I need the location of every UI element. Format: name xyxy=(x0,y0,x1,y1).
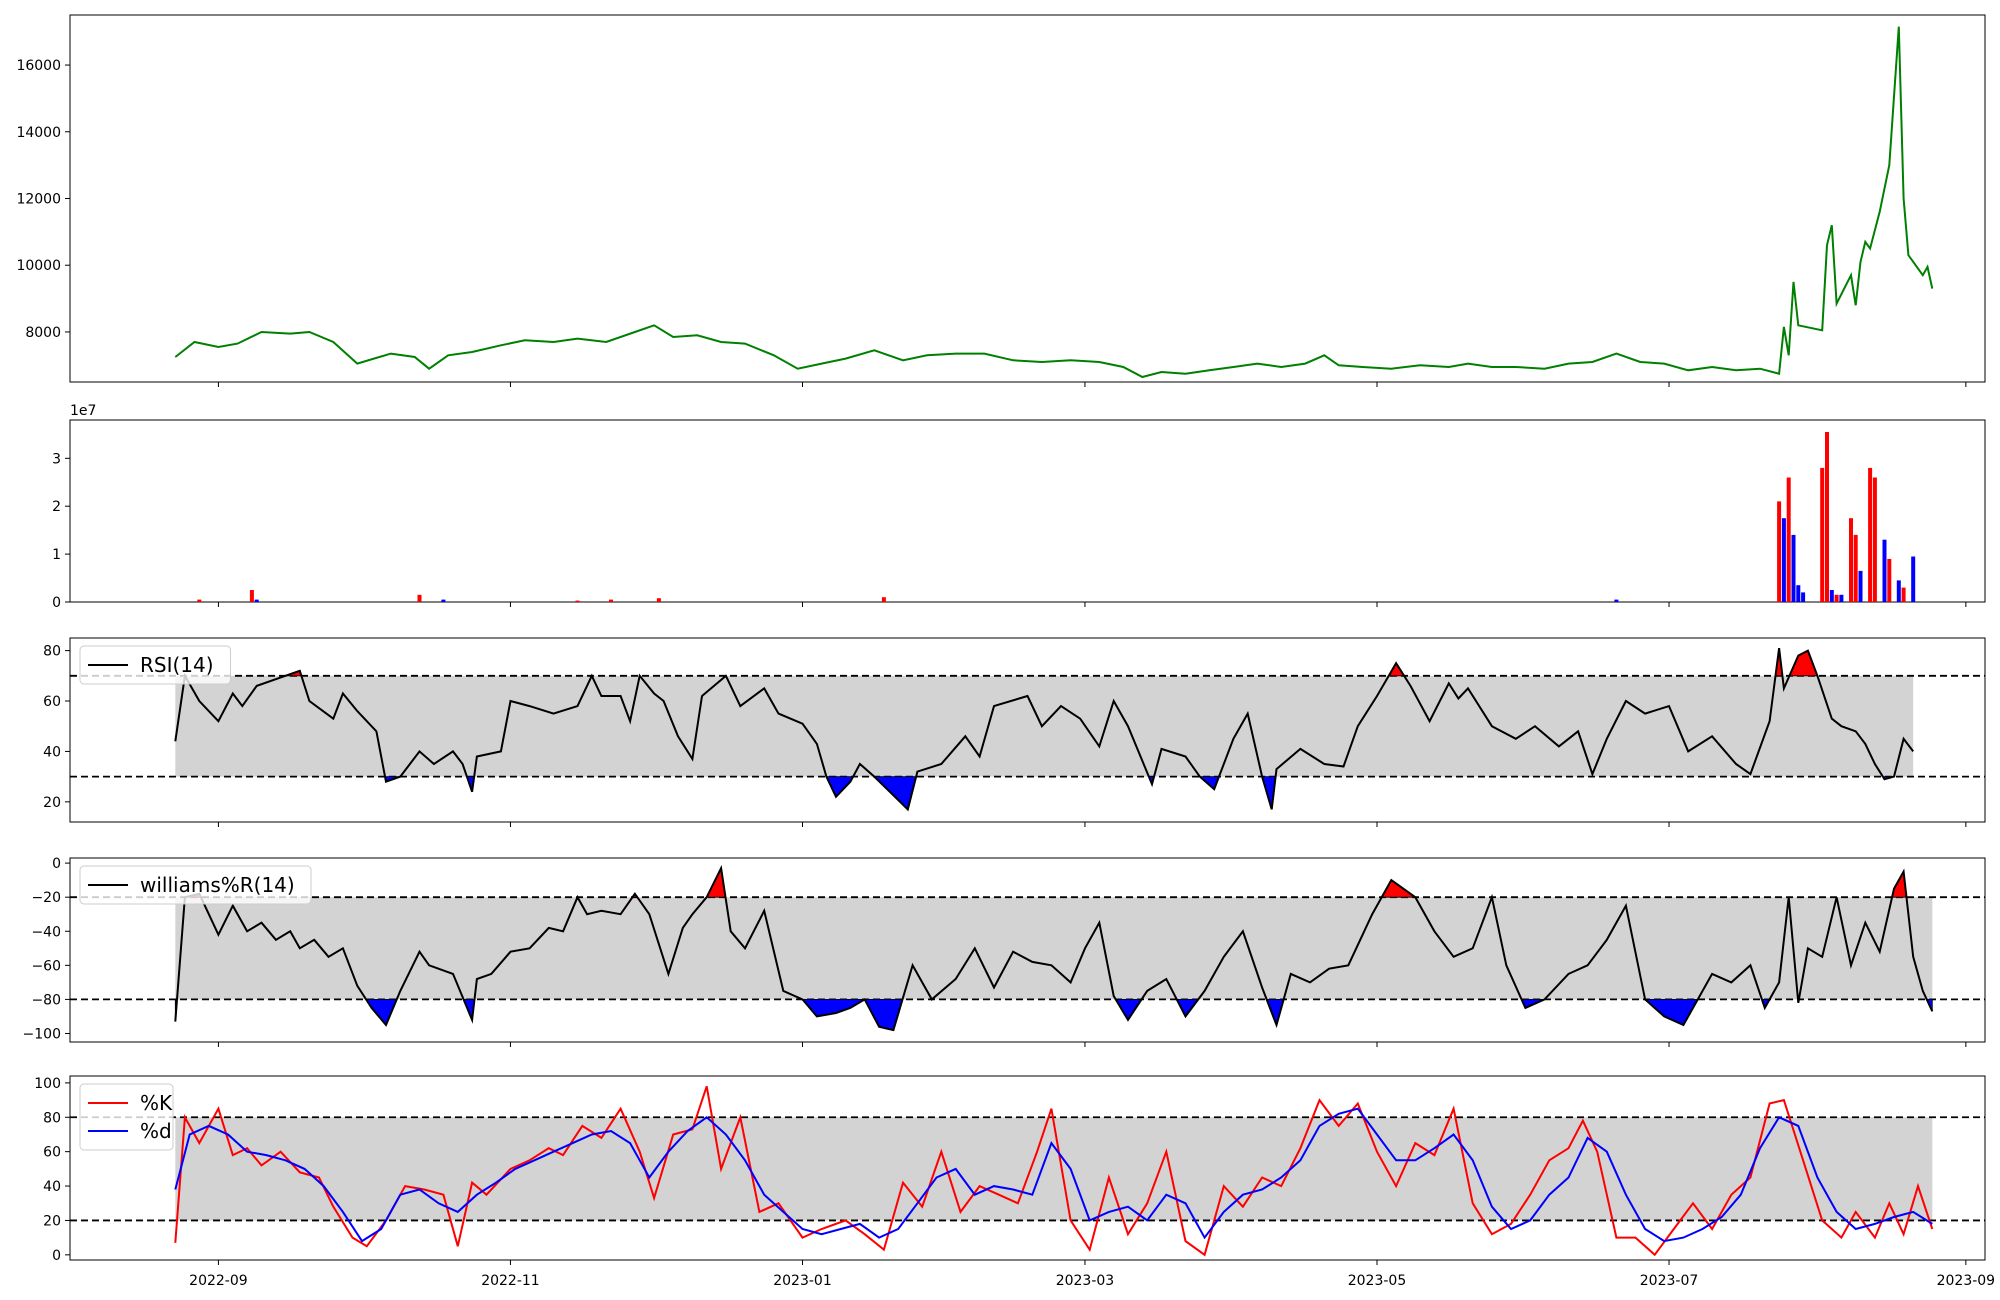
volume-bar xyxy=(1834,594,1839,602)
y-tick-label: 40 xyxy=(43,744,61,760)
volume-bar xyxy=(1858,570,1863,602)
x-tick-label: 2022-09 xyxy=(189,1273,248,1289)
volume-bar xyxy=(1887,558,1892,602)
x-tick-label: 2023-05 xyxy=(1348,1273,1407,1289)
y-tick-label: 100 xyxy=(34,1076,61,1092)
volume-scale-offset: 1e7 xyxy=(70,403,96,419)
y-tick-label: −100 xyxy=(23,1026,61,1042)
volume-bar xyxy=(1781,518,1786,602)
y-tick-label: −60 xyxy=(31,958,61,974)
legend-label: %d xyxy=(140,1119,172,1143)
williams-legend xyxy=(79,865,312,905)
y-tick-label: 10000 xyxy=(16,258,61,274)
x-tick-label: 2023-03 xyxy=(1056,1273,1115,1289)
y-tick-label: −40 xyxy=(31,924,61,940)
volume-bar xyxy=(1791,534,1796,602)
volume-bar xyxy=(609,599,613,602)
volume-bar xyxy=(1911,556,1916,602)
neutral-band xyxy=(175,897,1933,1000)
williams-panel: 0 −20 −40 −60 −80 −100 williams%R(14) xyxy=(23,856,1986,1047)
legend-label: %K xyxy=(140,1091,173,1115)
y-tick-label: 2 xyxy=(52,499,61,515)
volume-bar xyxy=(1829,590,1834,602)
volume-bar xyxy=(1868,467,1873,602)
series-line xyxy=(174,1107,1933,1243)
volume-bar xyxy=(1786,477,1791,602)
legend-label: williams%R(14) xyxy=(140,873,295,897)
axes-frame xyxy=(69,857,1986,1043)
volume-bar xyxy=(1825,432,1829,602)
stochastic-panel: 0 20 40 60 80 100 2022-09 2022-11 2023-01 2023-03… xyxy=(34,1075,1996,1289)
volume-bar xyxy=(254,599,259,602)
y-tick-label: 20 xyxy=(43,1213,61,1229)
volume-bar xyxy=(656,598,661,602)
volume-bar xyxy=(1901,587,1906,602)
volume-bar xyxy=(1853,534,1858,602)
volume-bar xyxy=(1849,518,1853,602)
y-tick-label: 0 xyxy=(52,595,61,611)
volume-bar xyxy=(1896,580,1901,602)
volume-bar xyxy=(1872,477,1877,602)
series-line xyxy=(174,1085,1934,1257)
series-line xyxy=(174,647,1914,812)
y-tick-label: 14000 xyxy=(16,125,61,141)
y-tick-label: −80 xyxy=(31,992,61,1008)
legend-label: RSI(14) xyxy=(140,653,214,677)
x-tick-label: 2022-11 xyxy=(481,1273,540,1289)
rsi-legend xyxy=(79,645,231,685)
volume-bar xyxy=(1796,585,1801,602)
x-tick-label: 2023-01 xyxy=(773,1273,832,1289)
volume-bar xyxy=(249,590,254,602)
volume-bar xyxy=(1801,592,1806,602)
volume-bar xyxy=(575,600,580,602)
axes-frame xyxy=(69,419,1986,603)
volume-bar xyxy=(417,594,422,602)
series-line xyxy=(174,864,1934,1032)
y-tick-label: 80 xyxy=(43,644,61,660)
x-tick-label: 2023-09 xyxy=(1937,1273,1996,1289)
y-tick-label: 8000 xyxy=(25,325,61,341)
price-panel: 8000 10000 12000 14000 16000 xyxy=(16,14,1986,387)
price-line xyxy=(174,26,1934,379)
volume-bar xyxy=(197,599,202,602)
volume-panel: 0 1 2 3 1e7 xyxy=(52,403,1986,611)
volume-bar xyxy=(1820,467,1825,602)
x-tick-label: 2023-07 xyxy=(1640,1273,1699,1289)
axes-frame xyxy=(69,637,1986,823)
y-tick-label: 40 xyxy=(43,1179,61,1195)
y-tick-label: 60 xyxy=(43,1145,61,1161)
y-tick-label: 1 xyxy=(52,547,61,563)
y-tick-label: 20 xyxy=(43,795,61,811)
volume-bar xyxy=(1839,594,1844,602)
neutral-band xyxy=(175,1117,1933,1221)
y-tick-label: 0 xyxy=(52,856,61,872)
volume-bar xyxy=(1882,539,1887,602)
volume-bar xyxy=(1614,599,1619,602)
y-tick-label: 3 xyxy=(52,451,61,467)
y-tick-label: 0 xyxy=(52,1248,61,1264)
volume-bar xyxy=(1777,501,1782,602)
volume-bar xyxy=(881,597,886,602)
y-tick-label: 16000 xyxy=(16,58,61,74)
y-tick-label: −20 xyxy=(31,890,61,906)
y-tick-label: 12000 xyxy=(16,192,61,208)
axes-frame xyxy=(69,1075,1986,1261)
y-tick-label: 60 xyxy=(43,694,61,710)
rsi-panel: 20 40 60 80 RSI(14) xyxy=(43,637,1986,827)
volume-bar xyxy=(441,599,446,602)
neutral-band xyxy=(175,675,1914,777)
y-tick-label: 80 xyxy=(43,1110,61,1126)
stochastic-legend xyxy=(79,1083,174,1151)
